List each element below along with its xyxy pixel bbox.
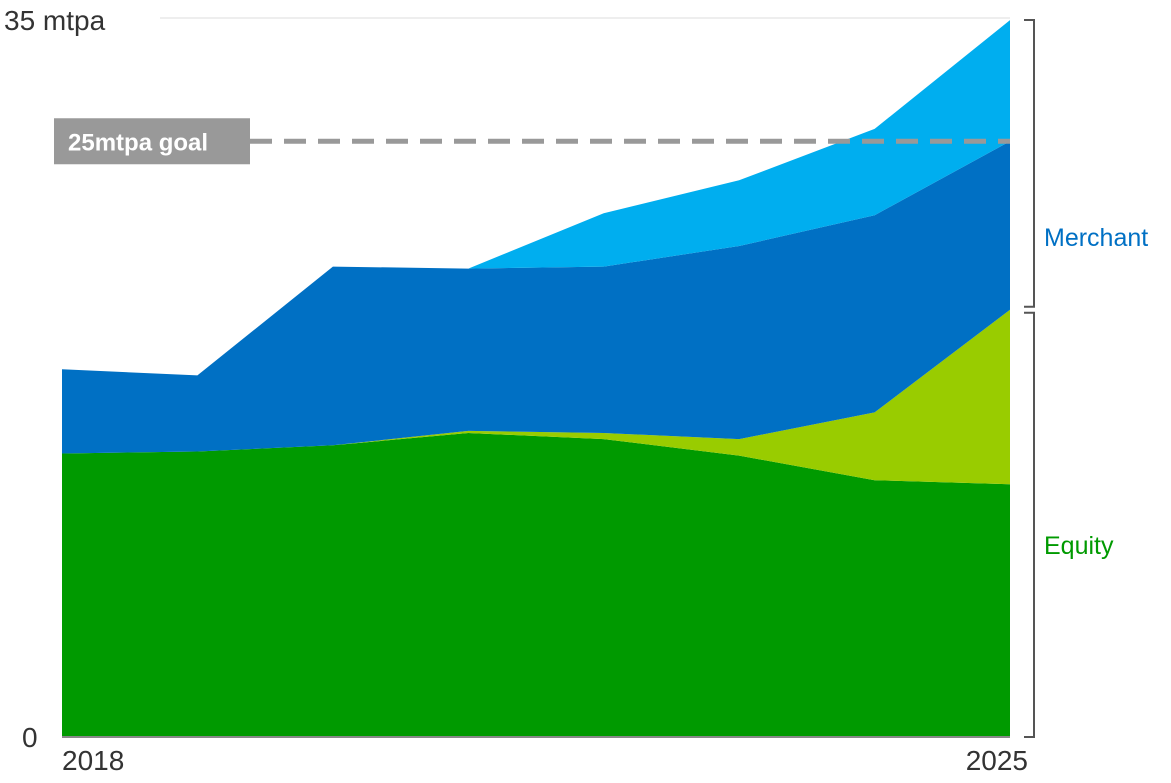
y-axis-zero-label: 0: [22, 722, 38, 753]
goal-label-box: [54, 118, 250, 165]
merchant-label: Merchant: [1044, 224, 1148, 252]
group-brackets: Merchant Equity: [1024, 19, 1148, 738]
area-merchant-light: [62, 20, 1010, 376]
goal-label: 25mtpa goal: [68, 129, 208, 156]
area-equity-dark: [62, 433, 1010, 737]
merchant-bracket: [1024, 19, 1035, 308]
y-axis-top-label: 35 mtpa: [4, 5, 106, 36]
area-merchant-dark: [62, 141, 1010, 454]
area-layers: [62, 20, 1010, 737]
x-tick-label-end: 2025: [966, 745, 1028, 776]
equity-bracket: [1024, 311, 1035, 738]
area-equity-light: [62, 309, 1010, 485]
equity-label: Equity: [1044, 532, 1114, 560]
goal-annotation: 25mtpa goal: [54, 118, 1010, 165]
x-tick-label-start: 2018: [62, 745, 124, 776]
